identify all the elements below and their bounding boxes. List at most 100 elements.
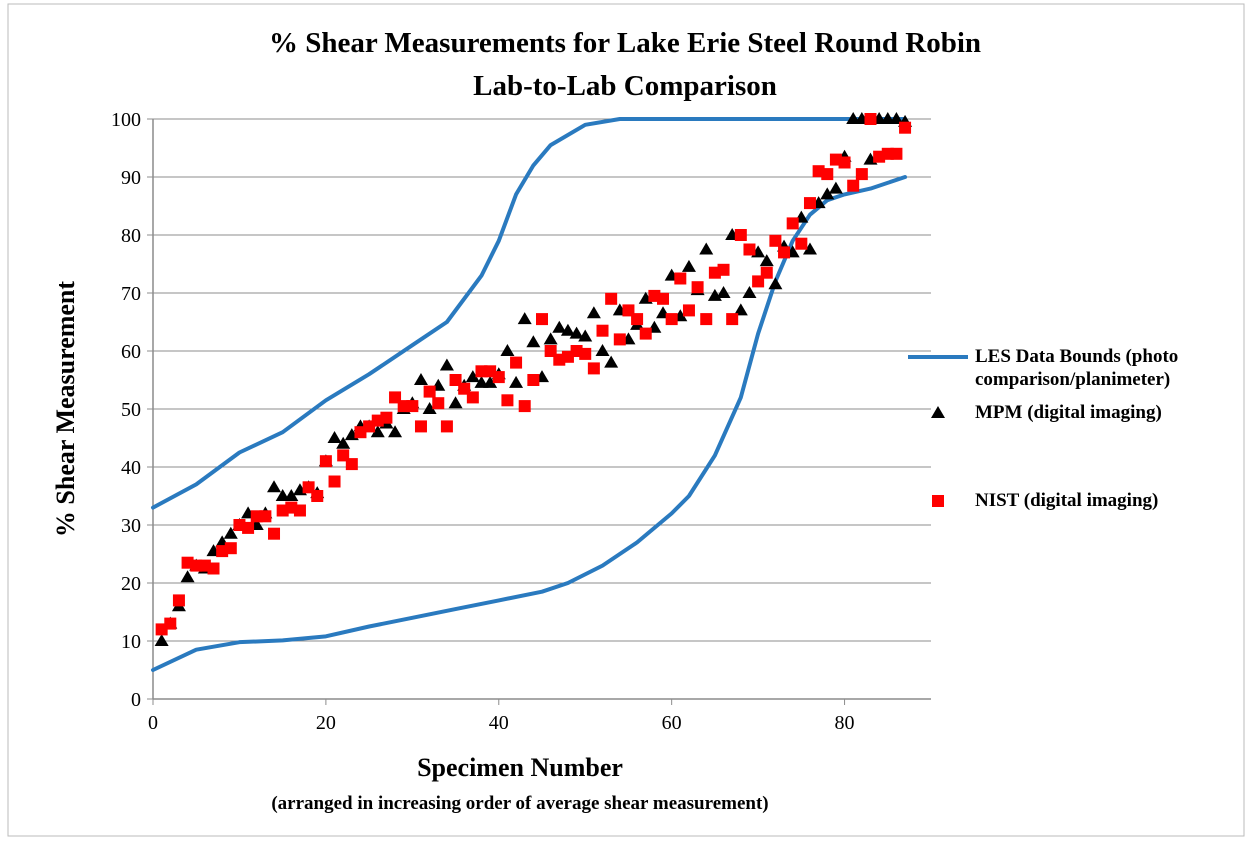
- nist-point: [700, 313, 713, 326]
- nist-point: [440, 420, 453, 433]
- mpm-point: [370, 425, 385, 438]
- nist-point: [285, 501, 298, 514]
- mpm-point: [284, 489, 299, 501]
- nist-point: [821, 168, 834, 181]
- nist-point: [596, 324, 609, 337]
- nist-point: [899, 121, 912, 134]
- nist-point: [518, 400, 531, 413]
- mpm-point: [569, 326, 584, 339]
- mpm-point: [742, 286, 757, 298]
- nist-point: [778, 246, 791, 259]
- nist-point: [674, 272, 687, 285]
- y-tick-label: 30: [121, 515, 141, 537]
- legend-symbol: [932, 495, 944, 507]
- mpm-point: [586, 306, 601, 319]
- nist-point: [224, 542, 237, 555]
- nist-point: [259, 510, 272, 523]
- nist-point: [890, 147, 903, 160]
- mpm-point: [154, 634, 169, 646]
- mpm-point: [500, 344, 515, 356]
- mpm-point: [465, 370, 480, 383]
- nist-point: [432, 397, 445, 410]
- legend-label: MPM (digital imaging): [975, 402, 1162, 423]
- nist-point: [414, 420, 427, 433]
- mpm-point: [820, 187, 835, 200]
- nist-point: [847, 179, 860, 192]
- chart-title: % Shear Measurements for Lake Erie Steel…: [269, 27, 981, 59]
- nist-point: [345, 458, 358, 471]
- mpm-point: [828, 181, 843, 194]
- nist-point: [803, 197, 816, 210]
- nist-point: [691, 281, 704, 294]
- nist-point: [172, 594, 185, 607]
- x-tick-label: 80: [835, 712, 855, 734]
- chart-title: Lab-to-Lab Comparison: [473, 70, 777, 102]
- nist-point: [380, 411, 393, 424]
- mpm-point: [439, 358, 454, 371]
- y-tick-label: 40: [121, 457, 141, 479]
- x-axis-label: Specimen Number: [417, 753, 623, 782]
- legend-label: LES Data Bounds (photo comparison/planim…: [975, 346, 1179, 390]
- nist-point: [613, 333, 626, 346]
- nist-point: [864, 113, 877, 125]
- legend-symbol: [931, 406, 945, 418]
- legend-label: NIST (digital imaging): [975, 490, 1159, 511]
- y-tick-label: 0: [131, 689, 141, 711]
- nist-point: [587, 362, 600, 375]
- nist-point: [639, 327, 652, 340]
- mpm-point: [388, 425, 403, 438]
- nist-point: [734, 229, 747, 241]
- mpm-point: [180, 570, 195, 583]
- nist-point: [795, 237, 808, 250]
- mpm-point: [448, 396, 463, 409]
- nist-point: [717, 263, 730, 276]
- mpm-point: [509, 375, 524, 388]
- mpm-point: [802, 242, 817, 255]
- nist-point: [328, 475, 341, 488]
- mpm-point: [422, 402, 437, 414]
- nist-point: [293, 504, 306, 517]
- nist-point: [510, 356, 523, 369]
- mpm-point: [759, 254, 774, 267]
- y-tick-label: 50: [121, 399, 141, 421]
- nist-point: [631, 313, 644, 326]
- mpm-point: [560, 323, 575, 336]
- x-tick-label: 0: [148, 712, 158, 734]
- nist-point: [466, 391, 479, 404]
- nist-point: [579, 347, 592, 360]
- chart-border: [7, 3, 1245, 837]
- mpm-point: [552, 320, 567, 333]
- nist-point: [423, 385, 436, 398]
- mpm-point: [526, 335, 541, 348]
- nist-point: [682, 304, 695, 317]
- nist-point: [164, 617, 177, 630]
- mpm-point: [543, 332, 558, 345]
- mpm-point: [336, 436, 351, 449]
- nist-point: [527, 374, 540, 386]
- x-axis-note: (arranged in increasing order of average…: [271, 793, 768, 814]
- nist-point: [760, 266, 773, 279]
- nist-point: [406, 400, 419, 413]
- mpm-point: [413, 373, 428, 385]
- nist-point: [311, 490, 324, 502]
- nist-point: [855, 168, 868, 181]
- y-tick-label: 60: [121, 341, 141, 363]
- x-tick-label: 40: [489, 712, 509, 734]
- nist-point: [242, 521, 255, 534]
- y-tick-label: 10: [121, 631, 141, 653]
- x-tick-label: 20: [316, 712, 336, 734]
- mpm-point: [327, 431, 342, 443]
- mpm-point: [733, 303, 748, 316]
- nist-point: [492, 371, 505, 384]
- mpm-point: [768, 277, 783, 290]
- y-tick-label: 90: [121, 167, 141, 189]
- nist-point: [665, 313, 678, 326]
- nist-point: [536, 313, 548, 326]
- mpm-point: [699, 242, 714, 255]
- mpm-point: [223, 526, 238, 539]
- y-tick-label: 80: [121, 225, 141, 247]
- nist-point: [501, 394, 514, 407]
- y-axis-label: % Shear Measurement: [51, 281, 80, 537]
